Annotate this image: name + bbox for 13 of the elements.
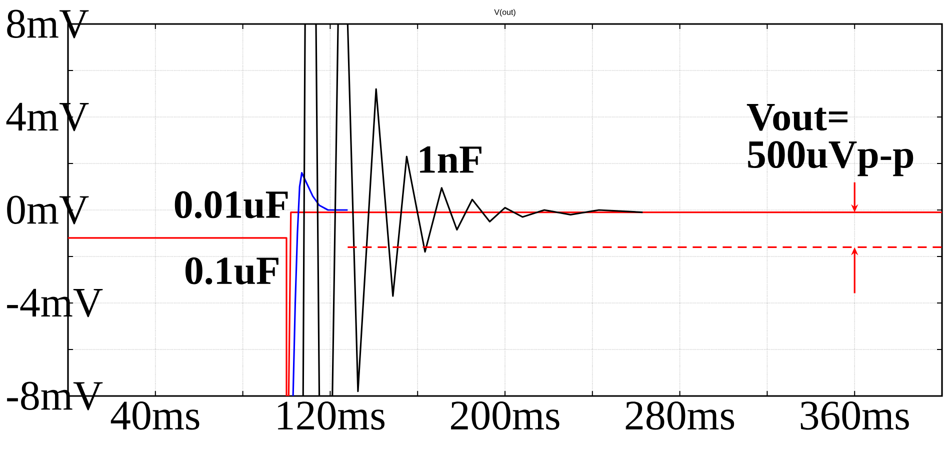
series-label: 1nF [420,146,482,173]
x-tick-label: 200ms [451,402,560,430]
annotation: 500uVp-p [748,141,914,176]
x-tick-label: 280ms [626,402,734,430]
annotation: Vout= [746,104,848,131]
line-series [292,172,348,396]
x-tick-label: 120ms [278,402,384,430]
series-label: 0.01uF [174,191,288,218]
series-label: 0.1uF [186,257,278,284]
y-tick-label: 8mV [7,10,89,38]
x-tick-label: 40ms [110,402,200,430]
x-tick-label: 360ms [800,402,909,430]
y-tick-label: -8mV [7,382,103,410]
